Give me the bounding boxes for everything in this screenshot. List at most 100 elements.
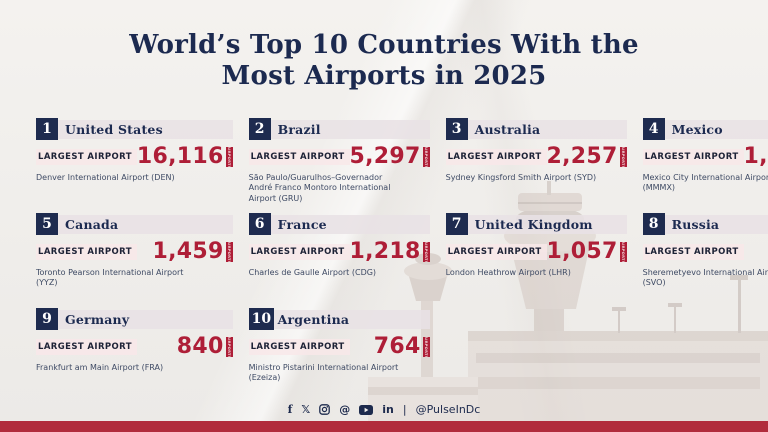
card-header: 7 United Kingdom — [445, 213, 627, 235]
threads-icon: @ — [339, 403, 351, 416]
largest-airport-label: LARGEST AIRPORT — [642, 149, 744, 165]
country-name: Mexico — [671, 122, 723, 137]
airport-count: 16,116 — [136, 144, 224, 169]
country-card-united-states: 1 United States LARGEST AIRPORT 16,116 A… — [36, 118, 233, 200]
airport-count: 1,057 — [546, 239, 618, 264]
stat-row: LARGEST AIRPORT 1,057 AIRPORTS — [445, 239, 627, 264]
country-card-australia: 3 Australia LARGEST AIRPORT 2,257 AIRPOR… — [445, 118, 627, 200]
card-header: 3 Australia — [445, 118, 627, 140]
country-card-argentina: 10 Argentina LARGEST AIRPORT 764 AIRPORT… — [248, 308, 430, 390]
airports-tag: AIRPORTS — [225, 242, 233, 262]
rank-badge: 8 — [642, 213, 665, 235]
country-name: Canada — [65, 217, 119, 232]
largest-airport-name: Sheremetyevo International Airport (SVO) — [642, 268, 768, 288]
airport-count: 5,297 — [349, 144, 421, 169]
stat-row: LARGEST AIRPORT 16,116 AIRPORTS — [36, 146, 233, 168]
airports-tag: AIRPORTS — [422, 147, 430, 167]
largest-airport-name: Mexico City International Airport (MMMX) — [642, 173, 768, 193]
country-card-russia: 8 Russia LARGEST AIRPORT 905 AIRPORTS Sh… — [642, 213, 768, 295]
largest-airport-name: Denver International Airport (DEN) — [36, 173, 175, 182]
largest-airport-label: LARGEST AIRPORT — [248, 339, 350, 355]
card-header: 1 United States — [36, 118, 233, 140]
stat-row: LARGEST AIRPORT 1,580 AIRPORTS — [642, 144, 768, 169]
instagram-icon — [319, 404, 331, 416]
airports-tag: AIRPORTS — [225, 337, 233, 357]
rank-badge: 5 — [36, 213, 58, 235]
stat-row: LARGEST AIRPORT 2,257 AIRPORTS — [445, 144, 627, 169]
youtube-icon — [359, 404, 374, 416]
largest-airport-name: London Heathrow Airport (LHR) — [445, 268, 571, 277]
country-name: Argentina — [277, 312, 350, 327]
largest-airport-label: LARGEST AIRPORT — [642, 244, 744, 260]
card-header: 8 Russia — [642, 213, 768, 235]
stat-row: LARGEST AIRPORT 764 AIRPORTS — [248, 334, 430, 359]
rank-badge: 3 — [445, 118, 468, 140]
country-name: Brazil — [277, 122, 321, 137]
card-header: 4 Mexico — [642, 118, 768, 140]
airport-count: 1,580 — [743, 144, 768, 169]
largest-airport-label: LARGEST AIRPORT — [36, 149, 137, 165]
rank-badge: 7 — [445, 213, 468, 235]
country-name: United States — [65, 122, 163, 137]
largest-airport-name: Ministro Pistarini International Airport… — [248, 363, 399, 383]
airports-tag: AIRPORTS — [422, 337, 430, 357]
country-name: Germany — [65, 312, 130, 327]
largest-airport-name: Frankfurt am Main Airport (FRA) — [36, 363, 164, 372]
linkedin-icon: in — [382, 403, 394, 416]
x-icon: 𝕏 — [301, 403, 311, 416]
largest-airport-label: LARGEST AIRPORT — [36, 244, 137, 260]
country-name: Australia — [474, 122, 541, 137]
airport-count: 1,218 — [349, 239, 421, 264]
largest-airport-label: LARGEST AIRPORT — [248, 149, 350, 165]
rank-badge: 6 — [248, 213, 271, 235]
country-card-mexico: 4 Mexico LARGEST AIRPORT 1,580 AIRPORTS … — [642, 118, 768, 200]
largest-airport-label: LARGEST AIRPORT — [445, 149, 547, 165]
page-title: World’s Top 10 Countries With the Most A… — [0, 30, 768, 92]
largest-airport-label: LARGEST AIRPORT — [36, 339, 137, 355]
card-header: 5 Canada — [36, 213, 233, 235]
largest-airport-name: Sydney Kingsford Smith Airport (SYD) — [445, 173, 597, 182]
country-card-germany: 9 Germany LARGEST AIRPORT 840 AIRPORTS F… — [36, 308, 233, 390]
country-card-france: 6 France LARGEST AIRPORT 1,218 AIRPORTS … — [248, 213, 430, 295]
rank-badge: 1 — [36, 118, 58, 140]
country-card-united-kingdom: 7 United Kingdom LARGEST AIRPORT 1,057 A… — [445, 213, 627, 295]
social-handle: @PulseInDc — [415, 403, 481, 416]
facebook-icon: f — [287, 403, 293, 416]
airport-count: 840 — [176, 334, 224, 359]
country-card-canada: 5 Canada LARGEST AIRPORT 1,459 AIRPORTS … — [36, 213, 233, 295]
country-cards-grid: 1 United States LARGEST AIRPORT 16,116 A… — [36, 118, 768, 390]
rank-badge: 10 — [248, 308, 275, 330]
stat-row: LARGEST AIRPORT 905 AIRPORTS — [642, 241, 768, 263]
stat-row: LARGEST AIRPORT 1,459 AIRPORTS — [36, 241, 233, 263]
stat-row: LARGEST AIRPORT 1,218 AIRPORTS — [248, 239, 430, 264]
rank-badge: 2 — [248, 118, 271, 140]
country-name: France — [277, 217, 327, 232]
country-card-brazil: 2 Brazil LARGEST AIRPORT 5,297 AIRPORTS … — [248, 118, 430, 203]
footer-separator: | — [402, 403, 407, 416]
footer-social-bar: f 𝕏 @ in | @PulseInDc — [0, 403, 768, 416]
airports-tag: AIRPORTS — [619, 242, 627, 262]
stat-row: LARGEST AIRPORT 5,297 AIRPORTS — [248, 144, 430, 169]
title-line-1: World’s Top 10 Countries With the — [129, 30, 639, 60]
largest-airport-name: Charles de Gaulle Airport (CDG) — [248, 268, 377, 277]
rank-badge: 4 — [642, 118, 665, 140]
stat-row: LARGEST AIRPORT 840 AIRPORTS — [36, 336, 233, 358]
title-line-2: Most Airports in 2025 — [221, 61, 547, 91]
airport-count: 764 — [373, 334, 421, 359]
airports-tag: AIRPORTS — [225, 147, 233, 167]
card-header: 9 Germany — [36, 308, 233, 330]
card-header: 2 Brazil — [248, 118, 430, 140]
airport-count: 2,257 — [546, 144, 618, 169]
country-name: Russia — [671, 217, 720, 232]
largest-airport-name: São Paulo/Guarulhos–Governador André Fra… — [248, 173, 391, 203]
bottom-accent-bar — [0, 421, 768, 432]
largest-airport-label: LARGEST AIRPORT — [248, 244, 350, 260]
country-name: United Kingdom — [474, 217, 593, 232]
airports-tag: AIRPORTS — [619, 147, 627, 167]
card-header: 6 France — [248, 213, 430, 235]
card-header: 10 Argentina — [248, 308, 430, 330]
largest-airport-name: Toronto Pearson International Airport (Y… — [36, 268, 184, 288]
rank-badge: 9 — [36, 308, 58, 330]
airports-tag: AIRPORTS — [422, 242, 430, 262]
airport-count: 1,459 — [152, 239, 224, 264]
